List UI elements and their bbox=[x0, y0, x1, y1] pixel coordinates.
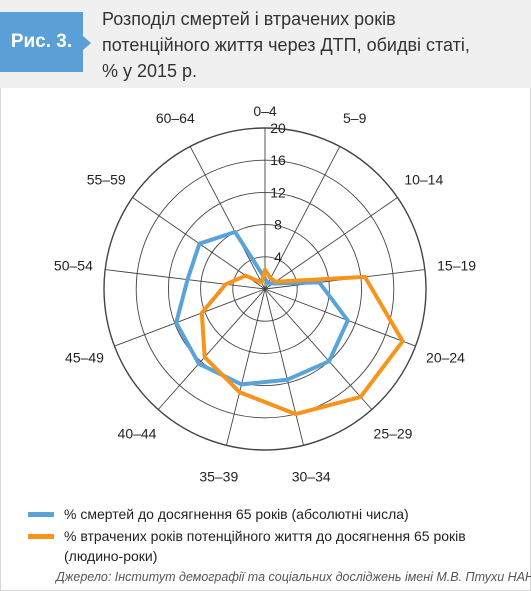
grid-spoke bbox=[264, 197, 398, 290]
category-label: 30–34 bbox=[292, 468, 331, 484]
grid-spoke bbox=[105, 269, 266, 290]
grid-spoke bbox=[264, 146, 341, 290]
category-label: 10–14 bbox=[404, 171, 443, 187]
legend-item-years-lost: % втрачених років потенційного життя до … bbox=[28, 526, 528, 566]
figure-title-line-2: потенційного життя через ДТП, обидві ста… bbox=[102, 35, 470, 55]
tick-label: 4 bbox=[274, 249, 282, 265]
legend-swatch-blue bbox=[28, 512, 54, 517]
radar-chart: 4 8 12 16 20 0–4 5–9 10–14 15–19 20–24 25–29 30–34… bbox=[54, 103, 476, 484]
category-label: 20–24 bbox=[426, 349, 465, 365]
grid-spoke bbox=[264, 288, 373, 410]
figure-label-badge bbox=[0, 12, 83, 72]
tick-label: 16 bbox=[270, 152, 286, 168]
category-label: 50–54 bbox=[54, 258, 93, 274]
legend-label-deaths: % смертей до досягнення 65 років (абсолю… bbox=[64, 506, 409, 522]
grid-spoke bbox=[114, 288, 266, 347]
legend-item-deaths: % смертей до досягнення 65 років (абсолю… bbox=[28, 504, 528, 524]
category-label: 5–9 bbox=[343, 110, 367, 126]
radar-series bbox=[174, 230, 405, 417]
legend-swatch-orange bbox=[28, 534, 54, 539]
tick-label: 12 bbox=[270, 184, 286, 200]
radar-category-labels: 0–4 5–9 10–14 15–19 20–24 25–29 30–34 35–39 40–4… bbox=[54, 103, 476, 484]
radar-grid bbox=[103, 127, 427, 451]
figure-label: Рис. 3. bbox=[10, 31, 73, 52]
grid-spoke bbox=[189, 146, 266, 290]
grid-spoke bbox=[264, 288, 416, 347]
figure-title-line-3: % у 2015 р. bbox=[102, 61, 198, 81]
figure-title-line-1: Розподіл смертей і втрачених років bbox=[102, 9, 396, 29]
tick-label: 20 bbox=[270, 120, 286, 136]
legend-label-years-lost: % втрачених років потенційного життя до … bbox=[64, 528, 466, 564]
grid-spoke bbox=[264, 288, 304, 446]
figure-title: Розподіл смертей і втрачених років потен… bbox=[102, 6, 522, 84]
series-line-years-lost bbox=[199, 267, 405, 417]
category-label: 0–4 bbox=[253, 103, 277, 119]
category-label: 25–29 bbox=[374, 426, 413, 442]
tick-label: 8 bbox=[274, 217, 282, 233]
radar-tick-labels: 4 8 12 16 20 bbox=[270, 120, 286, 265]
category-label: 40–44 bbox=[118, 426, 157, 442]
category-label: 15–19 bbox=[437, 258, 476, 274]
category-label: 55–59 bbox=[87, 171, 126, 187]
category-label: 45–49 bbox=[65, 349, 104, 365]
series-line-deaths bbox=[174, 230, 350, 387]
badge-arrow bbox=[83, 36, 91, 50]
category-label: 60–64 bbox=[156, 110, 195, 126]
chart-legend: % смертей до досягнення 65 років (абсолю… bbox=[28, 504, 528, 566]
category-label: 35–39 bbox=[199, 468, 238, 484]
grid-spoke bbox=[157, 288, 266, 410]
grid-spoke bbox=[226, 288, 266, 446]
source-note: Джерело: Інститут демографії та соціальн… bbox=[56, 570, 531, 584]
